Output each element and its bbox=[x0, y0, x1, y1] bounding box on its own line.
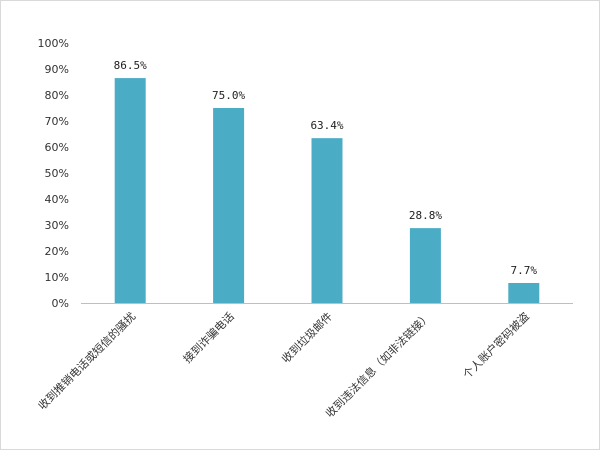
y-tick-label: 10% bbox=[45, 271, 69, 284]
bar bbox=[213, 108, 245, 303]
bar bbox=[409, 228, 441, 303]
y-axis-ticks: 0% 10% 20% 30% 40% 50% 60% 70% 80% 90% 100% bbox=[38, 37, 69, 310]
y-tick-label: 70% bbox=[45, 115, 69, 128]
bars-group bbox=[114, 78, 540, 303]
bar bbox=[311, 138, 343, 303]
y-tick-label: 20% bbox=[45, 245, 69, 258]
y-tick-label: 0% bbox=[52, 297, 69, 310]
category-label: 收到违法信息（如非法链接） bbox=[323, 309, 434, 420]
bar bbox=[114, 78, 146, 303]
y-tick-label: 90% bbox=[45, 63, 69, 76]
data-labels-group: 86.5% 75.0% 63.4% 28.8% 7.7% bbox=[114, 59, 538, 277]
data-label: 28.8% bbox=[409, 209, 442, 222]
data-label: 75.0% bbox=[212, 89, 245, 102]
y-tick-label: 60% bbox=[45, 141, 69, 154]
y-tick-label: 50% bbox=[45, 167, 69, 180]
category-label: 个人账户密码被盗 bbox=[460, 309, 532, 381]
data-label: 63.4% bbox=[310, 119, 343, 132]
category-label: 接到诈骗电话 bbox=[180, 309, 237, 366]
category-label: 收到推销电话或短信的骚扰 bbox=[35, 309, 138, 412]
y-tick-label: 80% bbox=[45, 89, 69, 102]
bar bbox=[508, 282, 540, 303]
y-tick-label: 30% bbox=[45, 219, 69, 232]
y-tick-label: 100% bbox=[38, 37, 69, 50]
y-tick-label: 40% bbox=[45, 193, 69, 206]
data-label: 7.7% bbox=[511, 264, 538, 277]
data-label: 86.5% bbox=[114, 59, 147, 72]
category-label: 收到垃圾邮件 bbox=[279, 309, 336, 366]
